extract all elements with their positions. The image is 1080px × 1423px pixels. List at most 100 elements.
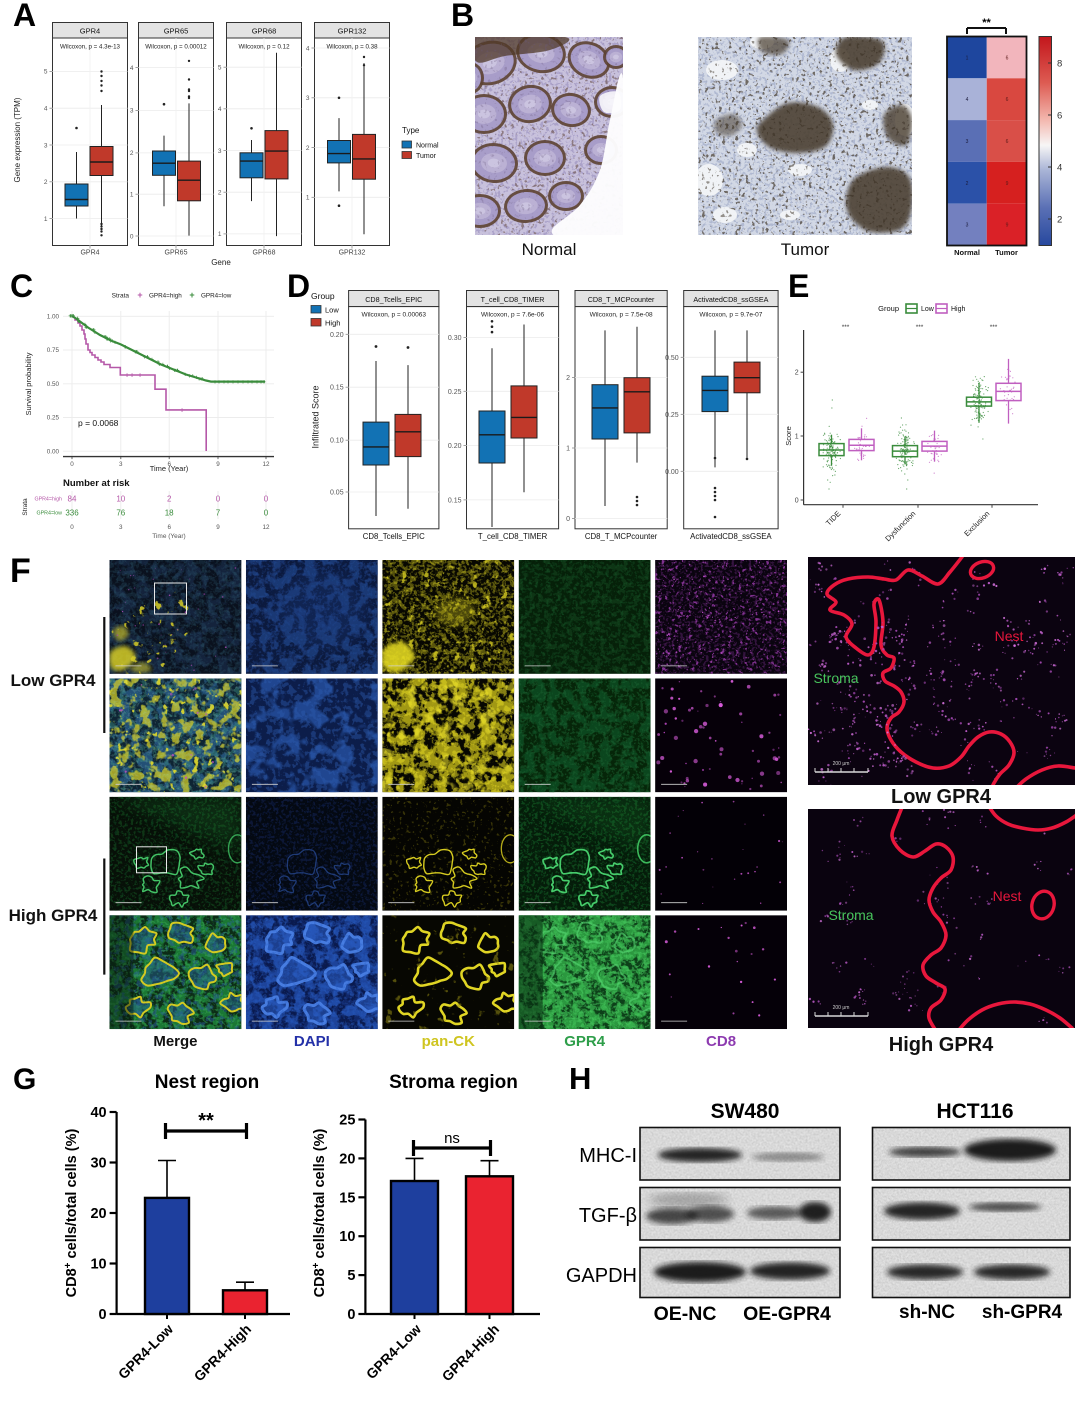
svg-text:sh-NC: sh-NC — [899, 1302, 955, 1323]
svg-text:3: 3 — [119, 524, 123, 531]
svg-text:20: 20 — [90, 1206, 106, 1222]
svg-text:B: B — [451, 0, 474, 33]
svg-text:+: + — [176, 369, 180, 375]
svg-text:7: 7 — [216, 509, 221, 518]
svg-text:C: C — [10, 268, 33, 304]
svg-text:Merge: Merge — [153, 1033, 197, 1050]
svg-text:+: + — [199, 377, 203, 383]
svg-text:+: + — [124, 345, 128, 351]
svg-text:Nest region: Nest region — [155, 1072, 260, 1093]
svg-text:+: + — [84, 326, 88, 332]
svg-text:1: 1 — [795, 434, 799, 441]
svg-text:+: + — [85, 326, 89, 332]
svg-text:Time (Year): Time (Year) — [150, 464, 189, 473]
svg-text:GPR65: GPR65 — [165, 250, 188, 257]
svg-text:1: 1 — [966, 55, 969, 61]
svg-text:+: + — [71, 314, 75, 320]
svg-text:4: 4 — [218, 106, 222, 113]
svg-text:3: 3 — [130, 108, 134, 115]
svg-text:SW480: SW480 — [711, 1100, 780, 1123]
svg-text:+: + — [173, 369, 177, 375]
svg-text:+: + — [226, 380, 230, 386]
svg-text:GAPDH: GAPDH — [566, 1265, 637, 1287]
svg-text:Score: Score — [784, 426, 793, 446]
svg-text:2: 2 — [218, 190, 222, 197]
svg-text:+: + — [103, 335, 107, 341]
svg-text:+: + — [108, 337, 112, 343]
svg-text:+: + — [91, 328, 95, 334]
svg-text:GPR4=high: GPR4=high — [34, 497, 62, 503]
svg-text:GPR4: GPR4 — [564, 1033, 606, 1050]
svg-text:Wilcoxon, p = 0.00063: Wilcoxon, p = 0.00063 — [362, 312, 427, 319]
svg-text:High: High — [325, 319, 340, 328]
svg-text:Nest: Nest — [993, 888, 1022, 904]
svg-text:0.20: 0.20 — [330, 332, 344, 339]
svg-text:***: *** — [842, 324, 850, 331]
svg-text:Wilcoxon, p = 0.00012: Wilcoxon, p = 0.00012 — [145, 44, 207, 51]
svg-text:+: + — [262, 380, 266, 386]
svg-text:5: 5 — [218, 65, 222, 72]
svg-text:200 μm: 200 μm — [833, 1005, 850, 1011]
svg-text:2: 2 — [795, 370, 799, 377]
svg-text:18: 18 — [165, 509, 174, 518]
svg-text:+: + — [143, 355, 147, 361]
svg-text:+: + — [130, 372, 134, 379]
svg-text:High GPR4: High GPR4 — [889, 1034, 994, 1056]
svg-text:0.20: 0.20 — [448, 443, 462, 450]
svg-text:0.50: 0.50 — [47, 381, 60, 388]
svg-text:+: + — [236, 380, 240, 386]
svg-text:***: *** — [990, 324, 998, 331]
svg-text:+: + — [83, 323, 87, 329]
svg-text:pan-CK: pan-CK — [422, 1033, 475, 1050]
svg-text:GPR68: GPR68 — [253, 250, 276, 257]
svg-text:0.05: 0.05 — [330, 490, 344, 497]
svg-text:20: 20 — [339, 1151, 355, 1167]
svg-text:0: 0 — [795, 498, 799, 505]
svg-text:D: D — [287, 268, 310, 304]
svg-text:Strata: Strata — [112, 293, 130, 300]
svg-text:Stroma: Stroma — [828, 907, 873, 923]
svg-text:Stroma region: Stroma region — [389, 1072, 518, 1093]
svg-text:Normal: Normal — [522, 240, 577, 259]
svg-text:Wilcoxon, p = 9.7e-07: Wilcoxon, p = 9.7e-07 — [699, 312, 762, 319]
svg-text:5: 5 — [347, 1268, 355, 1284]
svg-text:0.00: 0.00 — [665, 469, 679, 476]
svg-text:2: 2 — [1057, 215, 1062, 226]
svg-text:+: + — [150, 358, 154, 364]
svg-text:9: 9 — [216, 461, 220, 468]
svg-text:Gene expression (TPM): Gene expression (TPM) — [13, 97, 22, 182]
svg-text:+: + — [259, 380, 263, 386]
svg-text:6: 6 — [1006, 139, 1009, 145]
svg-text:0: 0 — [264, 509, 269, 518]
svg-text:25: 25 — [339, 1113, 355, 1129]
svg-text:+: + — [189, 290, 194, 300]
svg-text:3: 3 — [218, 148, 222, 155]
svg-text:Wilcoxon, p = 0.12: Wilcoxon, p = 0.12 — [238, 44, 290, 51]
svg-text:+: + — [188, 374, 192, 380]
svg-text:3: 3 — [966, 223, 969, 229]
svg-text:8: 8 — [1057, 59, 1062, 70]
svg-text:2: 2 — [306, 145, 310, 152]
svg-text:Normal: Normal — [416, 143, 439, 150]
svg-text:+: + — [92, 328, 96, 334]
svg-text:0.25: 0.25 — [47, 415, 60, 422]
svg-text:+: + — [70, 314, 74, 320]
svg-text:Normal: Normal — [954, 248, 980, 257]
svg-text:+: + — [255, 380, 259, 386]
svg-text:Number at risk: Number at risk — [63, 478, 130, 489]
svg-text:0: 0 — [70, 461, 74, 468]
svg-text:+: + — [174, 369, 178, 375]
svg-text:0.25: 0.25 — [448, 389, 462, 396]
svg-text:10: 10 — [90, 1257, 106, 1273]
svg-text:+: + — [133, 350, 137, 356]
svg-text:+: + — [111, 339, 115, 345]
svg-text:GPR68: GPR68 — [252, 27, 277, 36]
svg-text:+: + — [166, 365, 170, 371]
svg-text:Group: Group — [878, 304, 899, 313]
svg-text:+: + — [146, 355, 150, 361]
svg-text:3: 3 — [119, 461, 123, 468]
svg-text:1: 1 — [44, 216, 48, 223]
svg-text:0.50: 0.50 — [665, 355, 679, 362]
svg-text:2: 2 — [130, 150, 134, 157]
svg-text:3: 3 — [966, 139, 969, 145]
